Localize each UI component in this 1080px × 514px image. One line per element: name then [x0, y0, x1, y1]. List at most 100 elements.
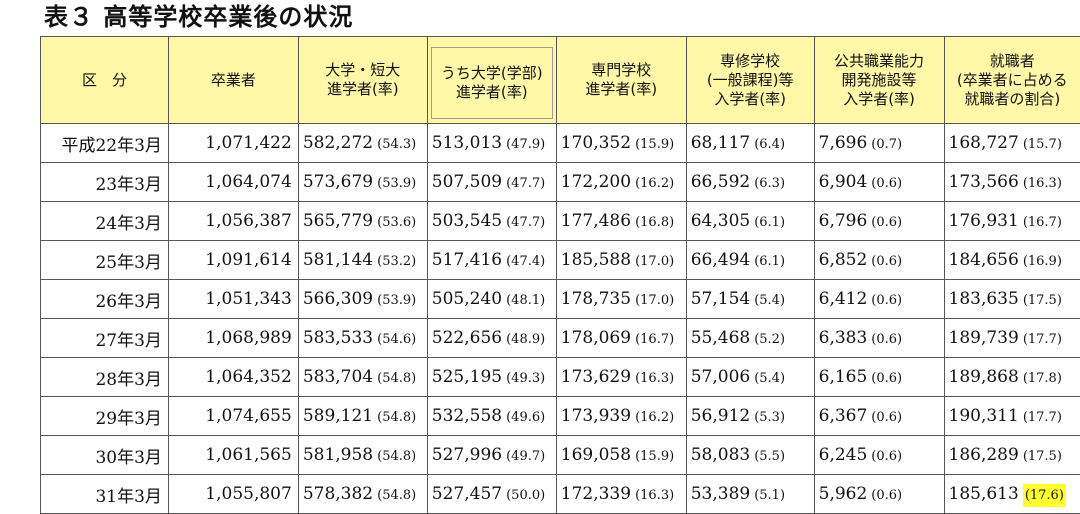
value-cell: 177,486(16.8) [556, 202, 686, 241]
rate-value: (17.0) [635, 254, 674, 269]
value-cell: 7,696(0.7) [814, 124, 944, 163]
value-cell: 173,939(16.2) [556, 397, 686, 436]
value-cell: 581,144(53.2) [298, 241, 427, 280]
graduates-cell: 1,071,422 [168, 124, 298, 163]
rate-value: (0.6) [871, 371, 902, 386]
rate-value: (0.6) [871, 410, 902, 425]
count-value: 169,058 [561, 445, 631, 465]
header-line: 入学者(率) [687, 90, 814, 109]
rate-value: (50.0) [506, 488, 545, 503]
header-line: 進学者(率) [299, 80, 427, 99]
count-value: 183,635 [949, 289, 1019, 309]
count-value: 6,383 [819, 328, 868, 348]
count-value: 503,545 [432, 211, 502, 231]
rate-value: (16.9) [1023, 254, 1062, 269]
count-value: 185,613 [949, 484, 1019, 504]
value-cell: 170,352(15.9) [556, 124, 686, 163]
header-category: 区 分 [41, 37, 169, 124]
value-cell: 55,468(5.2) [686, 319, 814, 358]
rate-value: (54.3) [377, 137, 416, 152]
header-line: 開発施設等 [815, 71, 944, 90]
count-value: 64,305 [691, 211, 750, 231]
value-cell: 583,704(54.8) [298, 358, 427, 397]
rate-value: (17.5) [1023, 293, 1062, 308]
value-cell: 6,852(0.6) [814, 241, 944, 280]
rate-value: (15.9) [635, 137, 674, 152]
count-value: 581,958 [303, 445, 373, 465]
graduates-cell: 1,064,074 [168, 163, 298, 202]
rate-value: (17.7) [1023, 332, 1062, 347]
rate-value: (16.3) [1023, 176, 1062, 191]
row-label: 25年3月 [41, 241, 169, 280]
count-value: 6,367 [819, 406, 868, 426]
value-cell: 185,613(17.6) [944, 475, 1080, 514]
count-value: 505,240 [432, 289, 502, 309]
count-value: 7,696 [819, 133, 868, 153]
header-line: 進学者(率) [441, 83, 543, 102]
count-value: 6,165 [819, 367, 868, 387]
value-cell: 6,796(0.6) [814, 202, 944, 241]
rate-value: (5.1) [754, 488, 785, 503]
graduates-cell: 1,061,565 [168, 436, 298, 475]
value-cell: 527,457 (50.0) [427, 475, 556, 514]
header-line: (卒業者に占める [945, 71, 1080, 90]
count-value: 173,629 [561, 367, 631, 387]
rate-value: (0.6) [871, 332, 902, 347]
rate-value: (15.9) [635, 449, 674, 464]
value-cell: 566,309(53.9) [298, 280, 427, 319]
count-value: 178,069 [561, 328, 631, 348]
rate-value: (53.9) [377, 293, 416, 308]
rate-value: (5.5) [754, 449, 785, 464]
count-value: 66,592 [691, 172, 750, 192]
table-title: 表３ 高等学校卒業後の状況 [44, 0, 353, 34]
header-line: 卒業者 [169, 71, 298, 90]
count-value: 573,679 [303, 172, 373, 192]
graduates-cell: 1,051,343 [168, 280, 298, 319]
count-value: 582,272 [303, 133, 373, 153]
value-cell: 172,200(16.2) [556, 163, 686, 202]
count-value: 185,588 [561, 250, 631, 270]
count-value: 66,494 [691, 250, 750, 270]
header-line: 専門学校 [557, 61, 686, 80]
rate-value: (17.5) [1023, 449, 1062, 464]
header-univ-junior-college: 大学・短大進学者(率) [298, 37, 427, 124]
count-value: 58,083 [691, 445, 750, 465]
value-cell: 565,779(53.6) [298, 202, 427, 241]
row-label: 30年3月 [41, 436, 169, 475]
rate-value: (0.6) [871, 215, 902, 230]
row-label: 28年3月 [41, 358, 169, 397]
count-value: 172,339 [561, 484, 631, 504]
count-value: 57,006 [691, 367, 750, 387]
count-value: 513,013 [432, 133, 502, 153]
rate-value: (17.8) [1023, 371, 1062, 386]
rate-value: (0.6) [871, 176, 902, 191]
rate-value: (48.1) [506, 293, 545, 308]
graduation-status-table: 区 分卒業者大学・短大進学者(率)うち大学(学部)進学者(率)専門学校進学者(率… [40, 36, 1080, 514]
count-value: 176,931 [949, 211, 1019, 231]
count-value: 68,117 [691, 133, 750, 153]
value-cell: 58,083 (5.5) [686, 436, 814, 475]
count-value: 56,912 [691, 406, 750, 426]
row-label: 24年3月 [41, 202, 169, 241]
count-value: 173,566 [949, 172, 1019, 192]
count-value: 178,735 [561, 289, 631, 309]
count-value: 6,245 [819, 445, 868, 465]
rate-value: (0.6) [871, 488, 902, 503]
count-value: 527,457 [432, 484, 502, 504]
count-value: 527,996 [432, 445, 502, 465]
rate-value: (0.7) [871, 137, 902, 152]
count-value: 583,704 [303, 367, 373, 387]
rate-value: (15.7) [1023, 137, 1062, 152]
row-label: 31年3月 [41, 475, 169, 514]
graduates-cell: 1,074,655 [168, 397, 298, 436]
header-line: 就職者の割合) [945, 90, 1080, 109]
header-line: 専修学校 [687, 52, 814, 71]
value-cell: 6,904(0.6) [814, 163, 944, 202]
count-value: 522,656 [432, 328, 502, 348]
